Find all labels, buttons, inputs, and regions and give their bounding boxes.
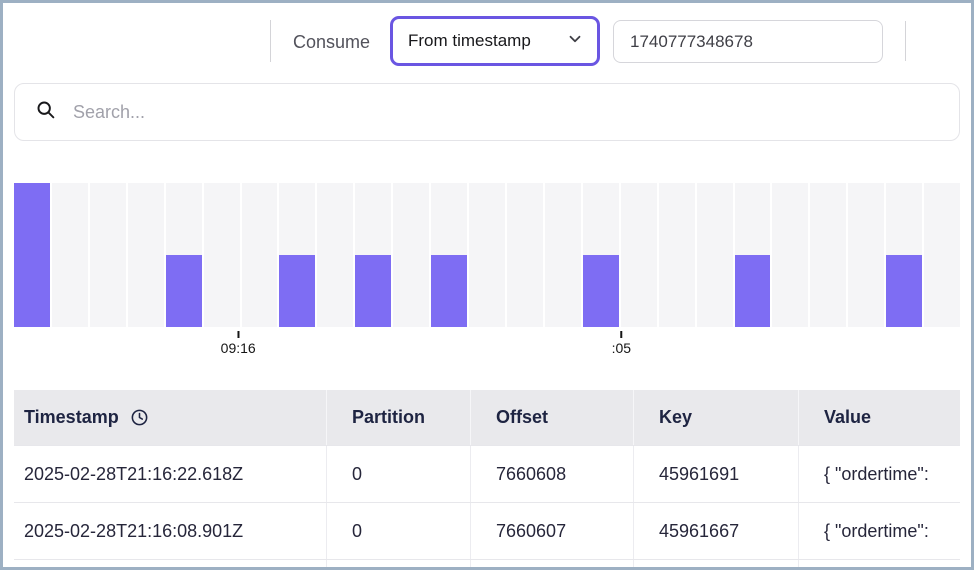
- search-input[interactable]: [71, 100, 939, 124]
- table-cell: 0: [326, 503, 470, 559]
- axis-tick: 09:16: [221, 331, 256, 356]
- table-cell: 7660608: [470, 446, 633, 502]
- chart-bar: [886, 255, 923, 327]
- chart-bar-column[interactable]: [734, 183, 771, 327]
- chart-bar-column[interactable]: [241, 183, 278, 327]
- table-cell: { "ordertime":: [798, 503, 960, 559]
- toolbar-divider: [270, 20, 271, 62]
- table-cell: 7660607: [470, 503, 633, 559]
- table-row[interactable]: 2025-02-28T21:16:22.618Z 0 7660608 45961691…: [14, 445, 960, 502]
- chart-bar-column[interactable]: [924, 183, 961, 327]
- chart-bar-column[interactable]: [886, 183, 923, 327]
- chart-bar-column[interactable]: [279, 183, 316, 327]
- table-cell: { "ordertime":: [798, 446, 960, 502]
- column-header-timestamp[interactable]: Timestamp: [14, 390, 326, 445]
- consume-mode-select[interactable]: From timestamp: [390, 16, 600, 66]
- table-row-clipped[interactable]: [14, 559, 960, 567]
- chart-bar: [734, 255, 771, 327]
- chart-bar-column[interactable]: [317, 183, 354, 327]
- table-header-row: Timestamp Partition Offset Key Value: [14, 390, 960, 445]
- chart-bar-column[interactable]: [393, 183, 430, 327]
- chart-bar-column[interactable]: [696, 183, 733, 327]
- search-icon: [35, 99, 56, 125]
- chart-bar-column[interactable]: [848, 183, 885, 327]
- chart-bar: [14, 183, 50, 327]
- consume-mode-value: From timestamp: [408, 31, 531, 50]
- chart-bar-column[interactable]: [165, 183, 202, 327]
- chart-bar-column[interactable]: [89, 183, 126, 327]
- chart-bar-column[interactable]: [127, 183, 164, 327]
- x-axis: 09:16 :05: [14, 331, 960, 363]
- column-header-offset[interactable]: Offset: [470, 390, 633, 445]
- chart-bar-column[interactable]: [355, 183, 392, 327]
- toolbar-divider: [905, 21, 906, 61]
- chart-bar-column[interactable]: [51, 183, 88, 327]
- table-cell: 45961691: [633, 446, 798, 502]
- axis-tick: :05: [612, 331, 631, 356]
- chart-bar-column[interactable]: [14, 183, 50, 327]
- search-bar[interactable]: [14, 83, 960, 141]
- chevron-down-icon: [566, 30, 584, 53]
- chart-bar-column[interactable]: [203, 183, 240, 327]
- table-cell: 2025-02-28T21:16:08.901Z: [24, 520, 244, 541]
- chart-bar: [165, 255, 202, 327]
- consume-label: Consume: [293, 32, 371, 52]
- chart-bar: [431, 255, 468, 327]
- histogram: [14, 183, 961, 327]
- chart-bar: [582, 255, 619, 327]
- chart-bar: [279, 255, 316, 327]
- chart-bar-column[interactable]: [506, 183, 543, 327]
- chart-bar: [355, 255, 392, 327]
- clock-icon: [130, 408, 149, 427]
- table-cell: 0: [326, 446, 470, 502]
- table-body: 2025-02-28T21:16:22.618Z 0 7660608 45961691…: [14, 445, 960, 559]
- chart-bar-column[interactable]: [620, 183, 657, 327]
- chart-bar-column[interactable]: [582, 183, 619, 327]
- chart-bar-column[interactable]: [658, 183, 695, 327]
- table-cell: 2025-02-28T21:16:22.618Z: [24, 463, 244, 484]
- chart-bar-column[interactable]: [469, 183, 505, 327]
- column-header-key[interactable]: Key: [633, 390, 798, 445]
- table-row[interactable]: 2025-02-28T21:16:08.901Z 0 7660607 45961667…: [14, 502, 960, 559]
- column-header-value[interactable]: Value: [798, 390, 960, 445]
- column-header-partition[interactable]: Partition: [326, 390, 470, 445]
- chart-bar-column[interactable]: [772, 183, 809, 327]
- chart-bar-column[interactable]: [431, 183, 468, 327]
- chart-bar-column[interactable]: [810, 183, 847, 327]
- chart-bar-column[interactable]: [544, 183, 581, 327]
- messages-table: Timestamp Partition Offset Key Value 202…: [14, 390, 960, 567]
- timestamp-input[interactable]: [613, 20, 883, 63]
- table-cell: 45961667: [633, 503, 798, 559]
